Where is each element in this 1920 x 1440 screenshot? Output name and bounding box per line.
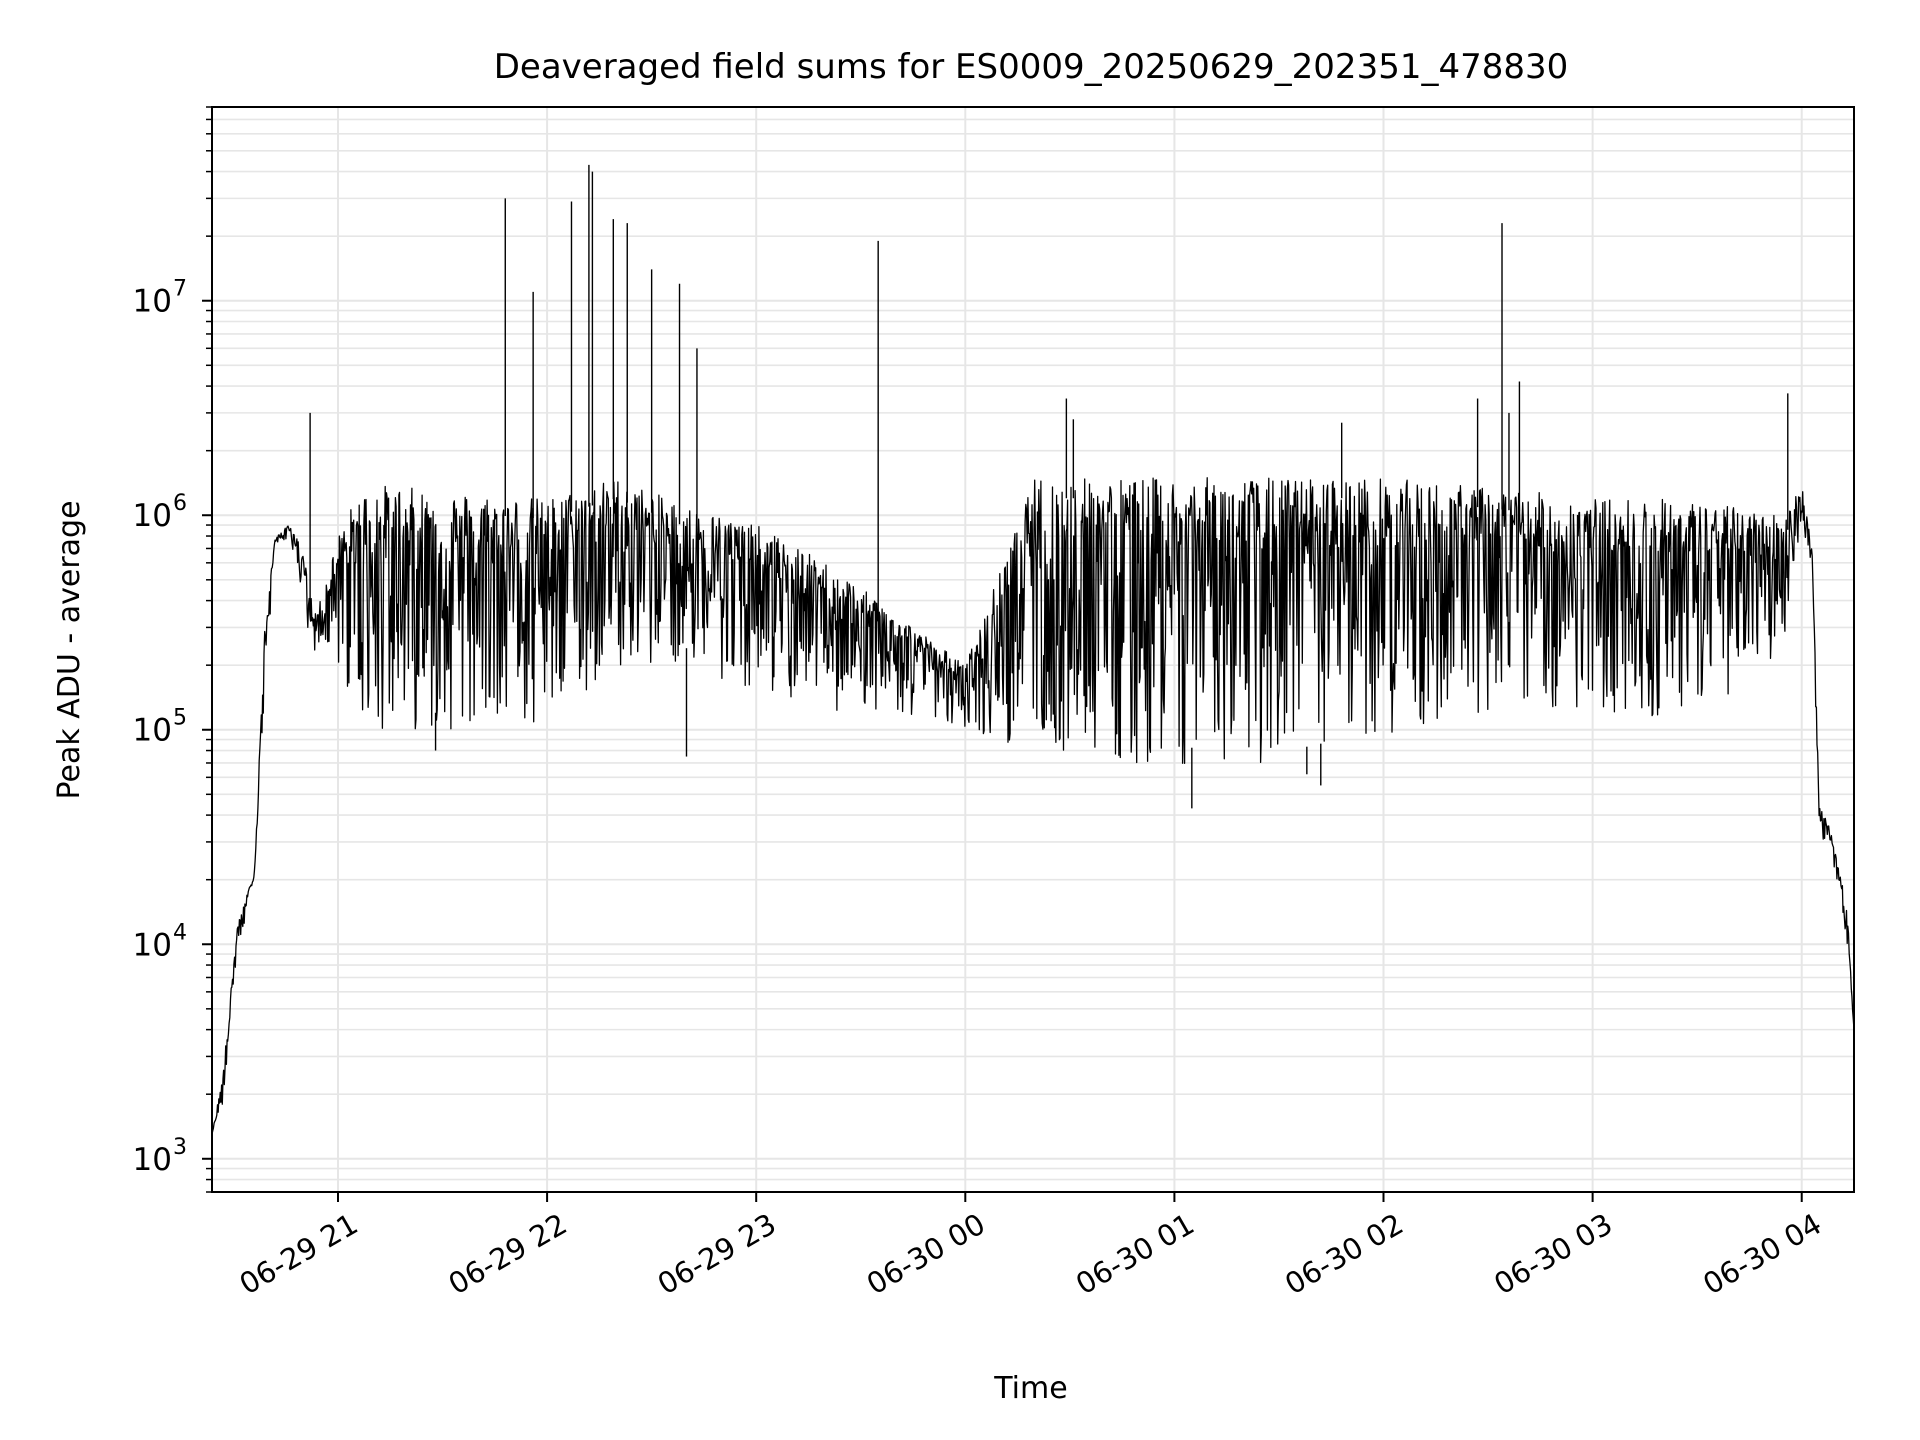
plot-frame [211,106,1855,1193]
data-series [212,164,1854,1135]
chart-title: Deaveraged field sums for ES0009_2025062… [494,47,1569,87]
y-tick-label: 10 [133,498,172,534]
y-tick-exponent: 3 [173,1135,187,1160]
y-tick-label: 10 [133,713,172,749]
y-tick-label: 10 [133,284,172,320]
x-axis-label: Time [993,1371,1067,1406]
series-line [212,477,1854,1135]
y-tick-label: 10 [133,1142,172,1178]
y-tick-exponent: 6 [173,491,187,516]
y-tick-exponent: 7 [173,277,187,302]
y-axis-label: Peak ADU - average [52,500,87,799]
y-tick-label: 10 [133,927,172,963]
y-tick-exponent: 5 [173,706,187,731]
y-tick-exponent: 4 [173,920,187,945]
